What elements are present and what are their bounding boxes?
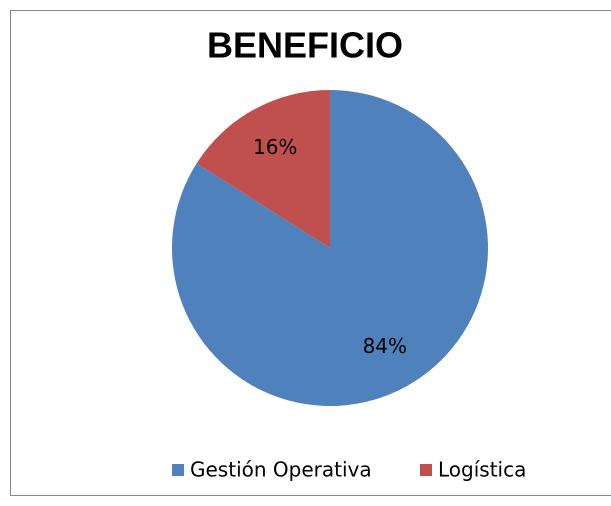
data-label: 84%	[363, 334, 407, 358]
legend-label: Gestión Operativa	[190, 458, 372, 482]
legend-swatch	[420, 464, 432, 476]
pie-slice	[172, 90, 489, 406]
data-label: 16%	[253, 135, 297, 159]
legend-label: Logística	[438, 458, 526, 482]
legend-swatch	[172, 464, 184, 476]
pie-slice	[196, 90, 330, 248]
chart-title: BENEFICIO	[207, 25, 403, 66]
